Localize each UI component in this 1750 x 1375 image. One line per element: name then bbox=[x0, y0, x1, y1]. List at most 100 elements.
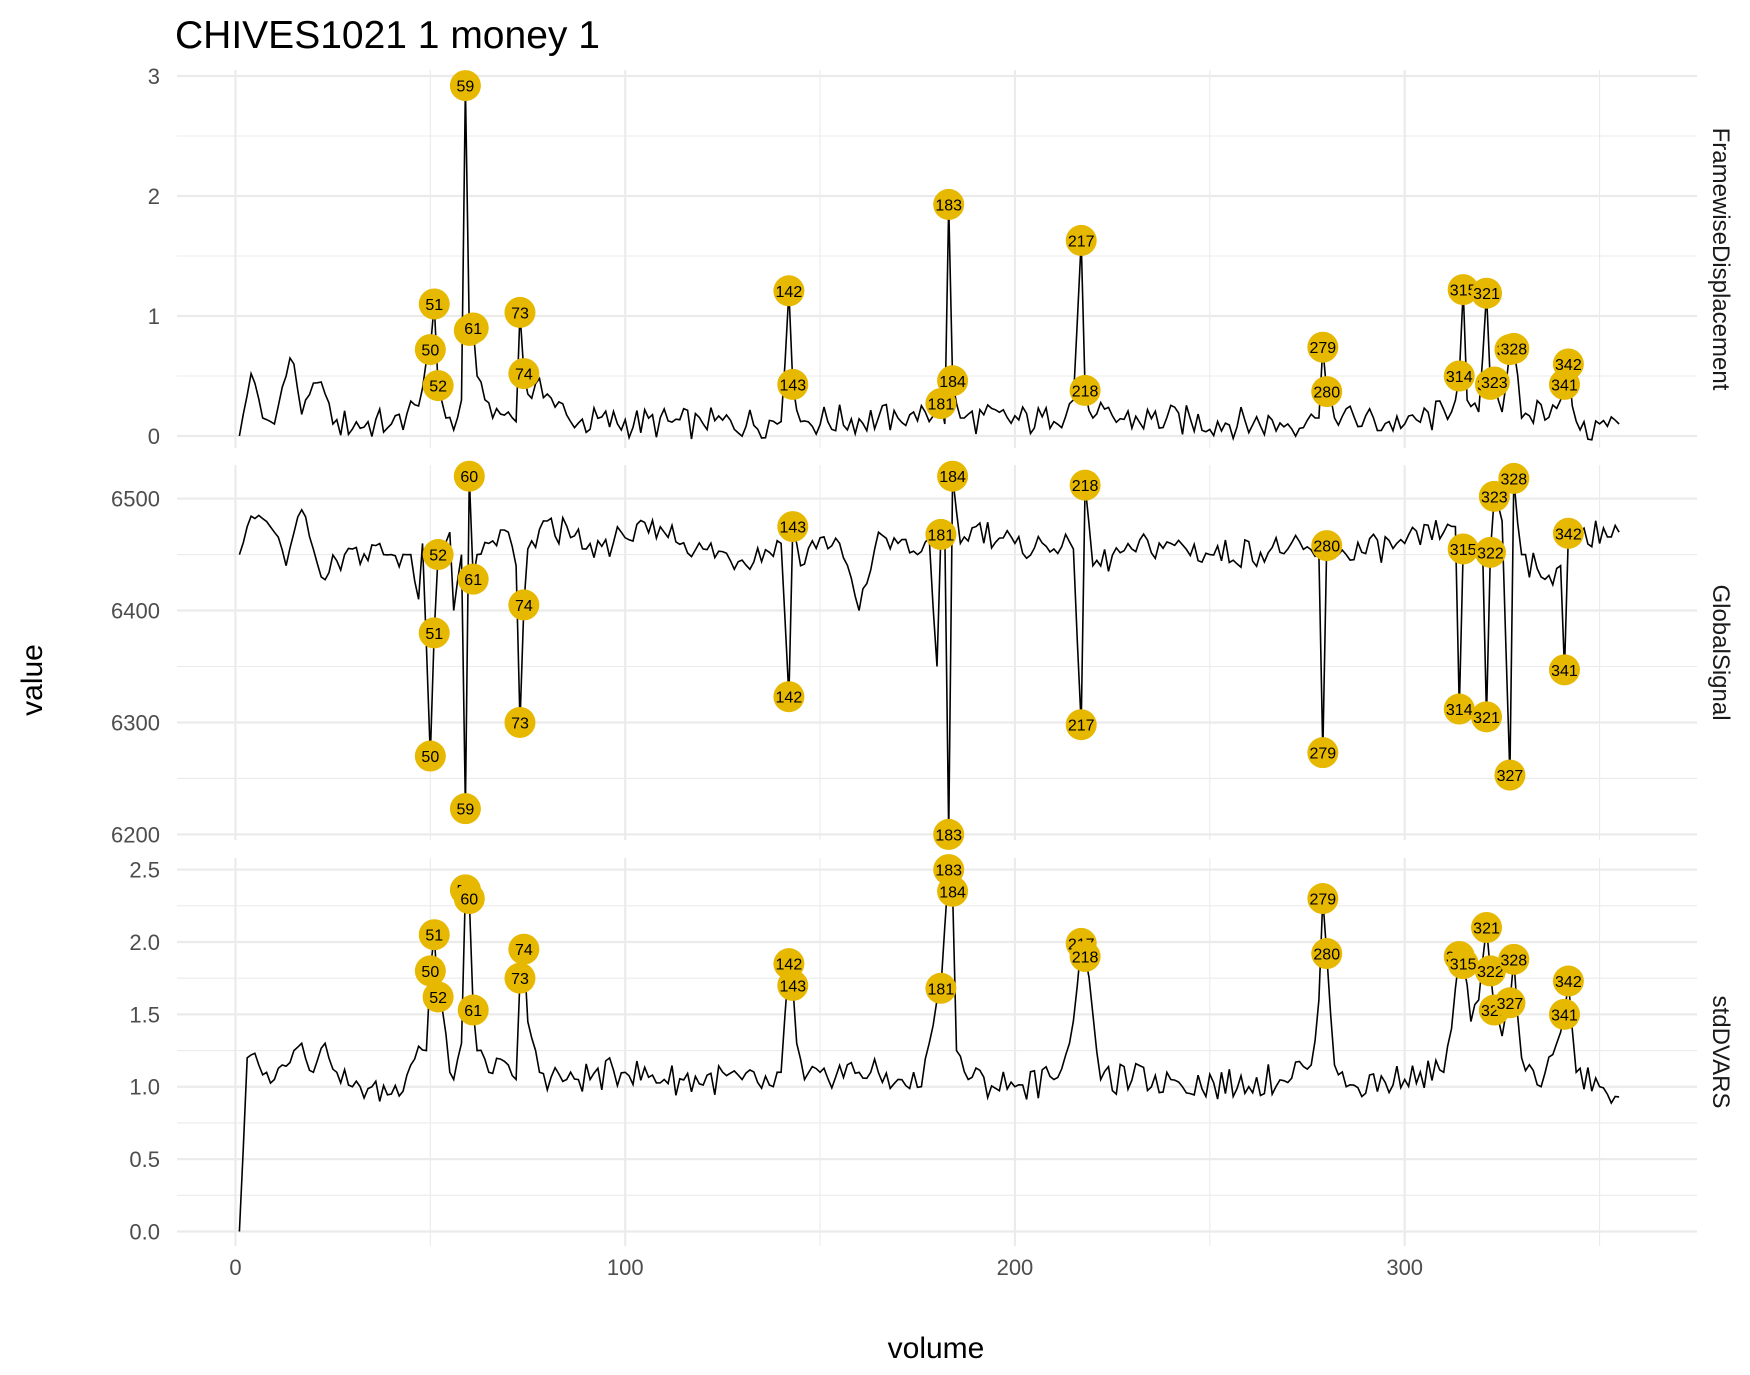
outlier-label-328: 328 bbox=[1498, 943, 1530, 975]
outlier-label-text: 60 bbox=[460, 469, 478, 486]
outlier-label-text: 218 bbox=[1072, 949, 1099, 966]
outlier-label-text: 184 bbox=[939, 469, 966, 486]
y-tick-label: 6500 bbox=[111, 487, 160, 512]
outlier-marker bbox=[1494, 759, 1526, 791]
outlier-marker bbox=[1443, 693, 1475, 725]
outlier-marker bbox=[1471, 911, 1503, 943]
outlier-label-60: 60 bbox=[453, 883, 485, 915]
outlier-label-328: 328 bbox=[1498, 462, 1530, 494]
outlier-label-143: 143 bbox=[777, 368, 809, 400]
outlier-label-text: 52 bbox=[429, 548, 447, 565]
outlier-marker bbox=[1447, 948, 1479, 980]
outlier-label-280: 280 bbox=[1311, 376, 1343, 408]
outlier-label-60: 60 bbox=[453, 460, 485, 492]
outlier-label-321: 321 bbox=[1471, 277, 1503, 309]
y-tick-label: 1.5 bbox=[129, 1002, 160, 1027]
outlier-label-279: 279 bbox=[1307, 737, 1339, 769]
outlier-marker bbox=[504, 296, 536, 328]
outlier-marker bbox=[1498, 943, 1530, 975]
x-axis-title: volume bbox=[888, 1332, 985, 1365]
y-tick-label: 1.0 bbox=[129, 1075, 160, 1100]
outlier-marker bbox=[773, 275, 805, 307]
outlier-label-text: 143 bbox=[779, 978, 806, 995]
outlier-label-59: 59 bbox=[449, 793, 481, 825]
outlier-marker bbox=[1069, 374, 1101, 406]
outlier-label-183: 183 bbox=[933, 188, 965, 220]
outlier-label-183: 183 bbox=[933, 818, 965, 850]
outlier-marker bbox=[773, 681, 805, 713]
outlier-label-142: 142 bbox=[773, 275, 805, 307]
outlier-label-text: 280 bbox=[1313, 947, 1340, 964]
outlier-marker bbox=[1498, 332, 1530, 364]
outlier-label-text: 341 bbox=[1551, 1007, 1578, 1024]
outlier-marker bbox=[1311, 530, 1343, 562]
outlier-label-text: 280 bbox=[1313, 385, 1340, 402]
outlier-label-text: 327 bbox=[1497, 996, 1524, 1013]
chart-title: CHIVES1021 1 money 1 bbox=[175, 14, 600, 57]
outlier-marker bbox=[414, 740, 446, 772]
outlier-label-text: 142 bbox=[776, 284, 803, 301]
outlier-marker bbox=[508, 933, 540, 965]
outlier-marker bbox=[1552, 965, 1584, 997]
outlier-marker bbox=[933, 818, 965, 850]
outlier-label-text: 73 bbox=[511, 715, 529, 732]
outlier-label-61: 61 bbox=[457, 563, 489, 595]
outlier-marker bbox=[925, 518, 957, 550]
outlier-label-text: 74 bbox=[515, 942, 533, 959]
facet-panel-2: 0.00.51.01.52.02.5stdDVARS50515259606173… bbox=[129, 854, 1734, 1246]
outlier-marker bbox=[457, 563, 489, 595]
outlier-label-text: 183 bbox=[935, 197, 962, 214]
outlier-marker bbox=[777, 368, 809, 400]
outlier-label-181: 181 bbox=[925, 518, 957, 550]
outlier-marker bbox=[1307, 737, 1339, 769]
outlier-label-218: 218 bbox=[1069, 374, 1101, 406]
outlier-marker bbox=[414, 955, 446, 987]
outlier-label-text: 59 bbox=[457, 79, 475, 96]
outlier-label-341: 341 bbox=[1548, 998, 1580, 1030]
outlier-label-52: 52 bbox=[422, 539, 454, 571]
outlier-label-73: 73 bbox=[504, 296, 536, 328]
outlier-marker bbox=[418, 919, 450, 951]
outlier-marker bbox=[925, 972, 957, 1004]
outlier-label-text: 279 bbox=[1309, 892, 1336, 909]
outlier-label-text: 279 bbox=[1309, 340, 1336, 357]
outlier-label-text: 328 bbox=[1500, 341, 1527, 358]
y-tick-label: 2.0 bbox=[129, 930, 160, 955]
outlier-label-184: 184 bbox=[937, 460, 969, 492]
outlier-label-text: 142 bbox=[776, 957, 803, 974]
outlier-marker bbox=[508, 358, 540, 390]
outlier-marker bbox=[453, 460, 485, 492]
outlier-label-text: 142 bbox=[776, 690, 803, 707]
outlier-label-52: 52 bbox=[422, 370, 454, 402]
outlier-marker bbox=[418, 288, 450, 320]
outlier-label-text: 51 bbox=[425, 297, 443, 314]
outlier-marker bbox=[422, 981, 454, 1013]
outlier-label-text: 314 bbox=[1446, 369, 1473, 386]
outlier-label-text: 184 bbox=[939, 884, 966, 901]
outlier-label-text: 73 bbox=[511, 305, 529, 322]
outlier-label-51: 51 bbox=[418, 288, 450, 320]
y-axis-title: value bbox=[16, 644, 49, 716]
outlier-label-text: 52 bbox=[429, 379, 447, 396]
outlier-marker bbox=[418, 617, 450, 649]
outlier-label-text: 341 bbox=[1551, 663, 1578, 680]
outlier-label-text: 217 bbox=[1068, 233, 1095, 250]
outlier-label-73: 73 bbox=[504, 962, 536, 994]
outlier-marker bbox=[1478, 480, 1510, 512]
outlier-label-315: 315 bbox=[1447, 948, 1479, 980]
outlier-label-181: 181 bbox=[925, 972, 957, 1004]
y-tick-label: 6200 bbox=[111, 822, 160, 847]
outlier-label-181: 181 bbox=[925, 388, 957, 420]
outlier-label-text: 315 bbox=[1450, 283, 1477, 300]
outlier-label-text: 321 bbox=[1473, 286, 1500, 303]
outlier-label-61: 61 bbox=[457, 994, 489, 1026]
outlier-label-51: 51 bbox=[418, 919, 450, 951]
outlier-label-text: 181 bbox=[928, 981, 955, 998]
outlier-label-322: 322 bbox=[1474, 536, 1506, 568]
outlier-label-text: 50 bbox=[421, 343, 439, 360]
outlier-label-323: 323 bbox=[1478, 366, 1510, 398]
outlier-label-73: 73 bbox=[504, 706, 536, 738]
outlier-label-text: 50 bbox=[421, 749, 439, 766]
outlier-marker bbox=[937, 365, 969, 397]
